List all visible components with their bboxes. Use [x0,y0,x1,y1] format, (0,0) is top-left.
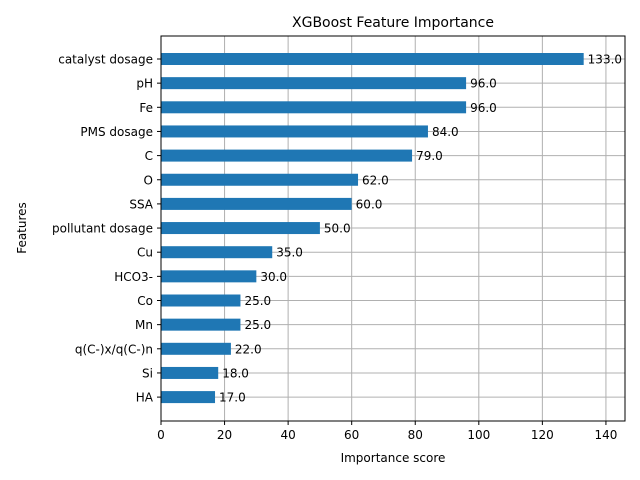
y-tick-label: Co [137,294,153,308]
chart-title: XGBoost Feature Importance [292,15,494,31]
bar-value-label: 62.0 [362,173,389,187]
bar [161,222,320,235]
y-tick-label: Si [142,366,153,380]
bar [161,77,467,90]
bar [161,101,467,114]
bar-value-label: 17.0 [219,391,246,405]
y-tick-label: pH [136,77,153,91]
bar [161,173,359,186]
bar-value-label: 25.0 [244,294,271,308]
x-tick-label: 80 [408,428,423,442]
x-tick-label: 140 [594,428,617,442]
y-tick-label: O [144,173,153,187]
bar [161,270,257,283]
bar-value-label: 18.0 [222,366,249,380]
bar [161,53,584,65]
bar-value-label: 84.0 [432,125,459,139]
bar-value-label: 35.0 [276,246,303,260]
x-tick-label: 20 [217,428,232,442]
y-tick-label: catalyst dosage [58,53,153,67]
y-tick-label: HA [136,391,154,405]
y-axis-ticks: catalyst dosage pH Fe PMS dosage CO SSA pollut… [52,53,161,405]
bar [161,197,352,210]
bar [161,391,216,404]
bar [161,318,241,331]
bar [161,342,231,355]
y-tick-label: pollutant dosage [52,222,153,236]
bar [161,366,219,379]
bar [161,125,428,138]
x-axis-ticks: 0 20 40 60 80 100 120 140 [157,421,617,442]
y-tick-label: Mn [135,318,153,332]
y-tick-label: Cu [137,246,153,260]
bar [161,294,241,307]
y-tick-label: q(C-)x/q(C-)n [75,342,153,356]
x-tick-label: 60 [344,428,359,442]
x-tick-label: 100 [467,428,490,442]
x-tick-label: 120 [531,428,554,442]
bar-value-label: 30.0 [260,270,287,284]
y-axis-label: Features [15,202,29,254]
bar-value-label: 25.0 [244,318,271,332]
bar [161,149,413,162]
bars [161,53,584,404]
bar-value-label: 50.0 [324,222,351,236]
y-tick-label: C [145,149,153,163]
y-tick-label: PMS dosage [80,125,153,139]
y-tick-label: HCO3- [114,270,153,284]
bar-value-label: 96.0 [470,77,497,91]
y-tick-label: SSA [129,197,153,211]
value-labels: 133.0 96.0 96.0 84.0 79.0 62.0 60.0 50.0 35.0 30.… [219,53,622,405]
x-tick-label: 0 [157,428,165,442]
x-axis-label: Importance score [341,451,446,465]
x-tick-label: 40 [280,428,295,442]
bar-value-label: 22.0 [235,342,262,356]
y-tick-label: Fe [139,101,153,115]
bar-value-label: 79.0 [416,149,443,163]
bar [161,246,273,259]
bar-value-label: 60.0 [356,197,383,211]
bar-value-label: 133.0 [588,53,622,67]
bar-value-label: 96.0 [470,101,497,115]
